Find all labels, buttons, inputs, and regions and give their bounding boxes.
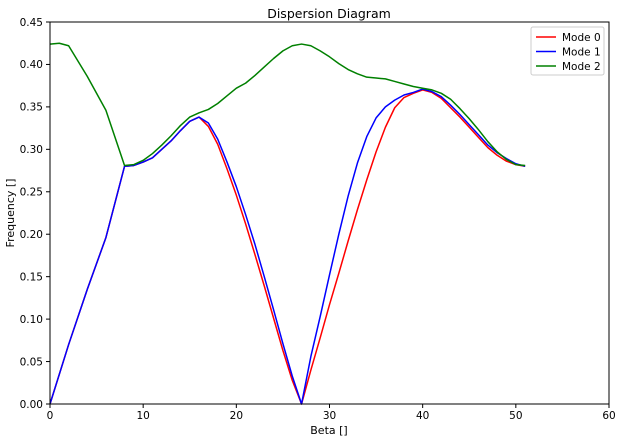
y-tick-label: 0.45 <box>20 17 43 29</box>
x-tick-label: 40 <box>416 410 429 422</box>
y-tick-label: 0.20 <box>20 229 43 241</box>
axes-frame <box>49 21 610 405</box>
y-tick-label: 0.35 <box>20 102 43 114</box>
series-line-mode-1 <box>49 88 526 405</box>
x-tick-label: 60 <box>602 410 615 422</box>
y-tick-label: 0.25 <box>20 187 43 199</box>
y-tick-label: 0.05 <box>20 356 43 368</box>
y-tick-label: 0.15 <box>20 271 43 283</box>
y-tick-label: 0.10 <box>20 314 43 326</box>
legend-label: Mode 1 <box>562 46 601 58</box>
x-tick-label: 30 <box>323 410 336 422</box>
series-line-mode-2 <box>49 42 526 167</box>
x-tick-label: 50 <box>509 410 522 422</box>
series-line-mode-0 <box>49 89 526 405</box>
y-axis-label: Frequency [] <box>4 179 17 248</box>
x-tick-label: 10 <box>136 410 149 422</box>
x-axis-label: Beta [] <box>310 424 347 437</box>
plot-area <box>49 42 526 405</box>
y-tick-label: 0.30 <box>20 144 43 156</box>
y-tick-label: 0.40 <box>20 59 43 71</box>
x-axis-ticks: 0 10 20 30 40 50 60 <box>47 404 616 422</box>
y-axis-ticks: 0.00 0.05 0.10 0.15 0.20 0.25 0.30 0.35 0.40 0.45 <box>20 17 50 411</box>
legend-label: Mode 2 <box>562 61 601 73</box>
x-tick-label: 0 <box>47 410 54 422</box>
x-tick-label: 20 <box>230 410 243 422</box>
legend: Mode 0 Mode 1 Mode 2 <box>530 26 605 76</box>
legend-box <box>530 26 605 76</box>
y-tick-label: 0.00 <box>20 399 43 411</box>
chart-title: Dispersion Diagram <box>267 6 391 21</box>
legend-label: Mode 0 <box>562 32 601 44</box>
